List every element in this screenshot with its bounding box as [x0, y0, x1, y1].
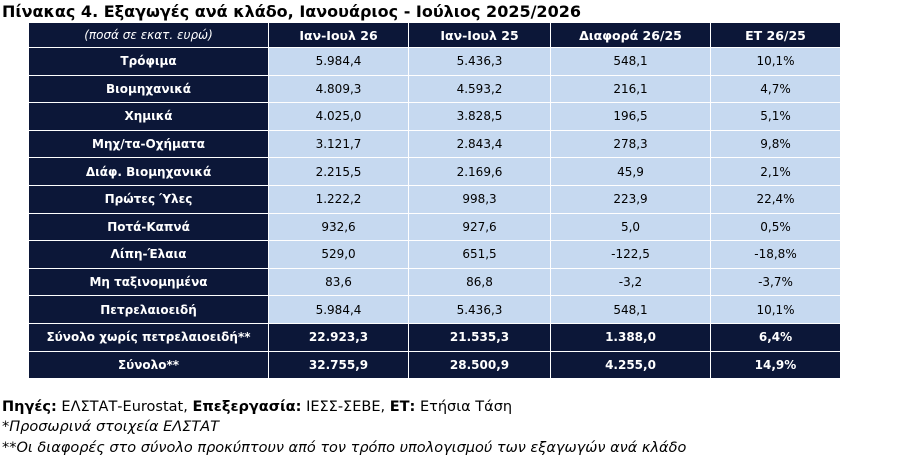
value-cell: 548,1 [550, 295, 711, 324]
table-title: Πίνακας 4. Εξαγωγές ανά κλάδο, Ιανουάριο… [2, 2, 581, 21]
table-row: Πρώτες Ύλες 1.222,2 998,3 223,9 22,4% [28, 184, 841, 214]
value-cell: 998,3 [408, 184, 551, 214]
value-cell: -3,7% [710, 267, 841, 297]
value-cell: -18,8% [710, 240, 841, 269]
value-cell: 3.828,5 [408, 102, 551, 131]
row-label: Διάφ. Βιομηχανικά [28, 157, 269, 186]
processing-label: Επεξεργασία: [192, 399, 302, 415]
row-label: Πρώτες Ύλες [28, 184, 269, 214]
table-row: Τρόφιμα 5.984,4 5.436,3 548,1 10,1% [28, 47, 841, 76]
table-row: Μη ταξινομημένα 83,6 86,8 -3,2 -3,7% [28, 267, 841, 297]
row-label: Σύνολο** [28, 350, 269, 380]
value-cell: 932,6 [268, 212, 409, 242]
value-cell: 3.121,7 [268, 129, 409, 159]
value-cell: 5.984,4 [268, 295, 409, 324]
value-cell: 4.809,3 [268, 74, 409, 104]
value-cell: -122,5 [550, 240, 711, 269]
value-cell: 0,5% [710, 212, 841, 242]
value-cell: 6,4% [710, 322, 841, 352]
et-text: Ετήσια Τάση [419, 399, 513, 415]
value-cell: 83,6 [268, 267, 409, 297]
table-row: Σύνολο χωρίς πετρελαιοειδή** 22.923,3 21.5… [28, 322, 841, 352]
value-cell: 14,9% [710, 350, 841, 380]
table-body: Τρόφιμα 5.984,4 5.436,3 548,1 10,1% Βιομηχανι… [28, 47, 841, 380]
value-cell: 196,5 [550, 102, 711, 131]
value-cell: 21.535,3 [408, 322, 551, 352]
value-cell: 45,9 [550, 157, 711, 186]
value-cell: 32.755,9 [268, 350, 409, 380]
footnote: **Οι διαφορές στο σύνολο προκύπτουν από … [2, 440, 687, 456]
value-cell: 10,1% [710, 47, 841, 76]
value-cell: 86,8 [408, 267, 551, 297]
value-cell: 22.923,3 [268, 322, 409, 352]
value-cell: 216,1 [550, 74, 711, 104]
value-cell: 9,8% [710, 129, 841, 159]
header-cell: Ιαν-Ιουλ 26 [268, 22, 409, 48]
value-cell: 5,0 [550, 212, 711, 242]
value-cell: 5.436,3 [408, 295, 551, 324]
value-cell: 223,9 [550, 184, 711, 214]
value-cell: 548,1 [550, 47, 711, 76]
table-row: Χημικά 4.025,0 3.828,5 196,5 5,1% [28, 102, 841, 131]
source-label: Πηγές: [2, 399, 57, 415]
row-label: Σύνολο χωρίς πετρελαιοειδή** [28, 322, 269, 352]
value-cell: 529,0 [268, 240, 409, 269]
value-cell: 4.593,2 [408, 74, 551, 104]
value-cell: 2.843,4 [408, 129, 551, 159]
value-cell: 2,1% [710, 157, 841, 186]
table-header: (ποσά σε εκατ. ευρώ) Ιαν-Ιουλ 26 Ιαν-Ιουλ … [28, 22, 841, 48]
source-text: ΕΛΣΤΑΤ-Eurostat, [61, 399, 188, 415]
table-row: Ποτά-Καπνά 932,6 927,6 5,0 0,5% [28, 212, 841, 242]
header-cell: Ιαν-Ιουλ 25 [408, 22, 551, 48]
row-label: Πετρελαιοειδή [28, 295, 269, 324]
header-cell: Διαφορά 26/25 [550, 22, 711, 48]
value-cell: 278,3 [550, 129, 711, 159]
value-cell: 28.500,9 [408, 350, 551, 380]
table-row: Διάφ. Βιομηχανικά 2.215,5 2.169,6 45,9 2,1% [28, 157, 841, 186]
et-label: ΕΤ: [389, 399, 416, 415]
row-label: Λίπη-Έλαια [28, 240, 269, 269]
processing-text: ΙΕΣΣ-ΣΕΒΕ, [306, 399, 386, 415]
table-row: Σύνολο** 32.755,9 28.500,9 4.255,0 14,9% [28, 350, 841, 380]
value-cell: 2.215,5 [268, 157, 409, 186]
exports-table: (ποσά σε εκατ. ευρώ) Ιαν-Ιουλ 26 Ιαν-Ιουλ … [28, 22, 841, 380]
value-cell: 22,4% [710, 184, 841, 214]
value-cell: 5.984,4 [268, 47, 409, 76]
value-cell: 10,1% [710, 295, 841, 324]
table-row: Πετρελαιοειδή 5.984,4 5.436,3 548,1 10,1% [28, 295, 841, 324]
value-cell: 4,7% [710, 74, 841, 104]
header-cell: (ποσά σε εκατ. ευρώ) [28, 22, 269, 48]
table-row: Μηχ/τα-Οχήματα 3.121,7 2.843,4 278,3 9,8% [28, 129, 841, 159]
row-label: Τρόφιμα [28, 47, 269, 76]
value-cell: 4.255,0 [550, 350, 711, 380]
row-label: Μηχ/τα-Οχήματα [28, 129, 269, 159]
row-label: Χημικά [28, 102, 269, 131]
value-cell: 1.388,0 [550, 322, 711, 352]
header-row: (ποσά σε εκατ. ευρώ) Ιαν-Ιουλ 26 Ιαν-Ιουλ … [28, 22, 841, 48]
value-cell: 927,6 [408, 212, 551, 242]
row-label: Ποτά-Καπνά [28, 212, 269, 242]
value-cell: 4.025,0 [268, 102, 409, 131]
value-cell: 2.169,6 [408, 157, 551, 186]
value-cell: 651,5 [408, 240, 551, 269]
table-row: Λίπη-Έλαια 529,0 651,5 -122,5 -18,8% [28, 240, 841, 269]
row-label: Βιομηχανικά [28, 74, 269, 104]
header-cell: ΕΤ 26/25 [710, 22, 841, 48]
table-row: Βιομηχανικά 4.809,3 4.593,2 216,1 4,7% [28, 74, 841, 104]
value-cell: -3,2 [550, 267, 711, 297]
footnote: *Προσωρινά στοιχεία ΕΛΣΤΑΤ [2, 419, 220, 435]
value-cell: 5,1% [710, 102, 841, 131]
value-cell: 1.222,2 [268, 184, 409, 214]
source-line: Πηγές: ΕΛΣΤΑΤ-Eurostat, Επεξεργασία: ΙΕΣ… [2, 399, 512, 415]
value-cell: 5.436,3 [408, 47, 551, 76]
row-label: Μη ταξινομημένα [28, 267, 269, 297]
